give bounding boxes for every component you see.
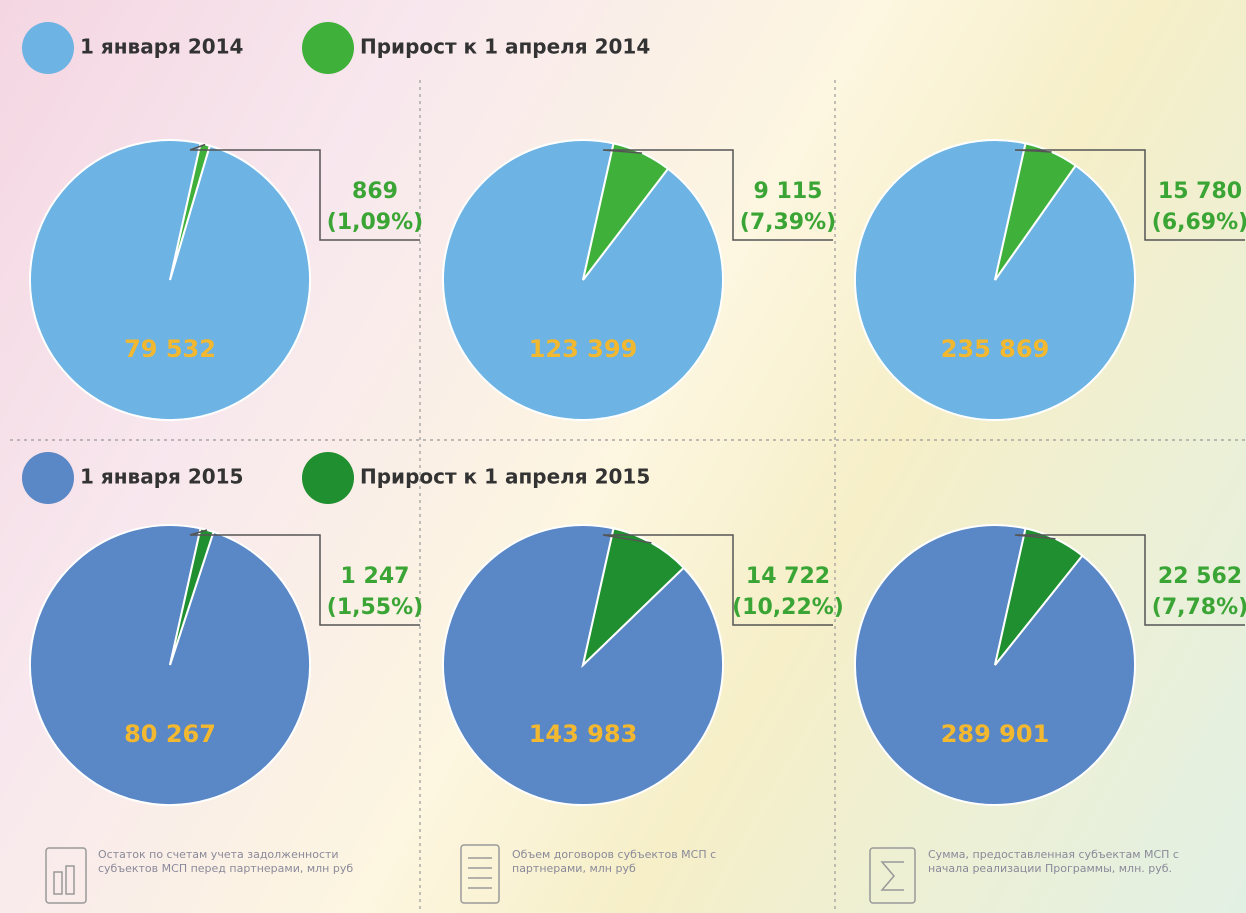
value-label: 289 901	[941, 720, 1050, 748]
share-label: (6,69%)	[1152, 210, 1246, 235]
value-label: 22 562	[1158, 564, 1242, 589]
legend-swatch	[22, 22, 74, 74]
share-label: (1,55%)	[327, 595, 423, 620]
legend-swatch	[302, 22, 354, 74]
share-label: (7,39%)	[740, 210, 836, 235]
caption: Объем договоров субъектов МСП с партнера…	[512, 848, 717, 875]
callout-line	[189, 143, 420, 241]
callout-line	[1014, 149, 1245, 241]
callout-line	[1014, 534, 1245, 626]
value-label: 123 399	[529, 335, 638, 363]
value-label: 143 983	[529, 720, 638, 748]
value-label: 15 780	[1158, 179, 1242, 204]
callout-line	[602, 534, 833, 626]
sum-icon	[869, 847, 916, 904]
document-icon	[460, 844, 500, 904]
value-label: 869	[352, 179, 398, 204]
coins-icon	[45, 847, 87, 904]
legend-label: Прирост к 1 апреля 2014	[360, 35, 650, 59]
legend-swatch	[302, 452, 354, 504]
share-label: (1,09%)	[327, 210, 423, 235]
value-label: 14 722	[746, 564, 830, 589]
share-label: (7,78%)	[1152, 595, 1246, 620]
legend-label: 1 января 2015	[80, 465, 243, 489]
caption: Сумма, предоставленная субъектам МСП с н…	[928, 848, 1179, 875]
value-label: 9 115	[754, 179, 823, 204]
value-label: 80 267	[124, 720, 216, 748]
callout-line	[189, 529, 420, 626]
value-label: 235 869	[941, 335, 1050, 363]
share-label: (10,22%)	[732, 595, 844, 620]
value-label: 79 532	[124, 335, 216, 363]
legend-swatch	[22, 452, 74, 504]
legend-label: Прирост к 1 апреля 2015	[360, 465, 650, 489]
value-label: 1 247	[341, 564, 410, 589]
caption: Остаток по счетам учета задолженности су…	[98, 848, 354, 875]
callout-line	[602, 149, 833, 241]
legend-label: 1 января 2014	[80, 35, 243, 59]
